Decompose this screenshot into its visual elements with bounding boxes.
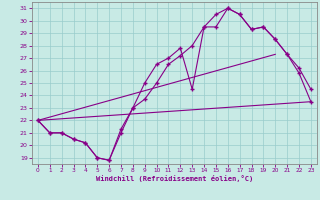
X-axis label: Windchill (Refroidissement éolien,°C): Windchill (Refroidissement éolien,°C) [96,175,253,182]
